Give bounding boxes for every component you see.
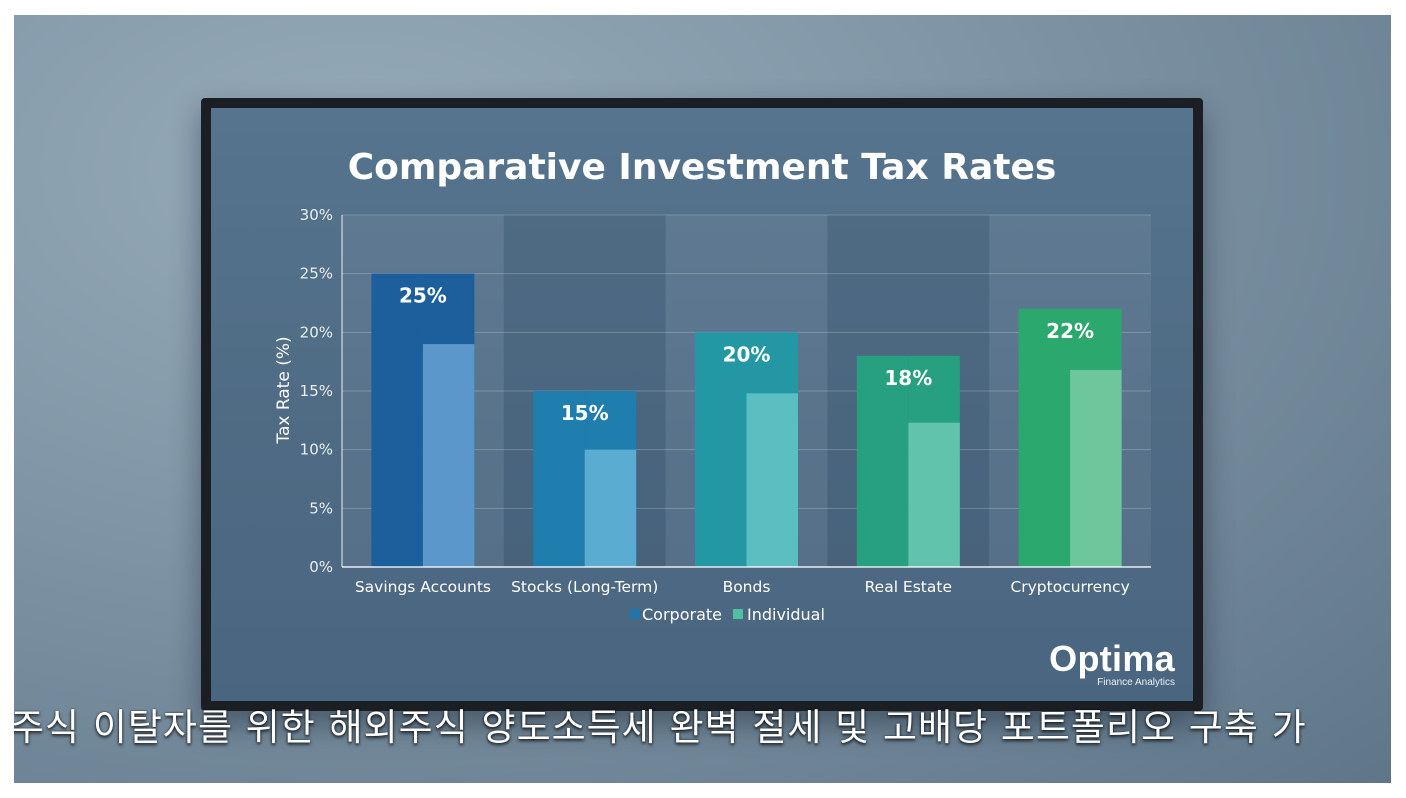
x-category-label: Bonds bbox=[723, 578, 771, 596]
legend-label-corporate: Corporate bbox=[642, 605, 722, 624]
brand-logo: Optima Finance Analytics bbox=[1049, 641, 1175, 689]
legend-swatch-corporate bbox=[630, 609, 640, 619]
brand-name: Optima bbox=[1049, 638, 1175, 679]
chart: Comparative Investment Tax Rates Tax Rat… bbox=[274, 147, 1151, 624]
data-label: 22% bbox=[1046, 319, 1094, 343]
video-caption: 주식 이탈자를 위한 해외주식 양도소득세 완벽 절세 및 고배당 포트폴리오 … bbox=[14, 706, 1307, 749]
x-category-label: Stocks (Long-Term) bbox=[511, 578, 658, 596]
legend: Corporate Individual bbox=[630, 605, 825, 624]
legend-label-individual: Individual bbox=[747, 605, 825, 624]
bar-individual bbox=[746, 393, 798, 567]
y-tick-label: 15% bbox=[300, 382, 333, 400]
y-tick-label: 5% bbox=[309, 499, 333, 517]
monitor-screen: Comparative Investment Tax Rates Tax Rat… bbox=[211, 108, 1193, 701]
x-category-label: Savings Accounts bbox=[355, 578, 491, 596]
bar-individual bbox=[584, 449, 637, 567]
data-label: 18% bbox=[884, 366, 932, 390]
bar-corporate bbox=[856, 355, 909, 567]
background-scene: Comparative Investment Tax Rates Tax Rat… bbox=[14, 15, 1391, 783]
y-tick-label: 30% bbox=[300, 206, 333, 224]
legend-swatch-individual bbox=[733, 609, 743, 619]
y-axis-title: Tax Rate (%) bbox=[274, 336, 294, 444]
y-tick-label: 0% bbox=[309, 558, 333, 576]
x-category-label: Real Estate bbox=[865, 578, 952, 596]
bar-individual bbox=[908, 422, 960, 567]
chart-title: Comparative Investment Tax Rates bbox=[348, 147, 1057, 188]
bar-individual bbox=[422, 344, 475, 567]
data-label: 20% bbox=[723, 342, 771, 366]
bar-corporate bbox=[695, 332, 747, 567]
data-label: 15% bbox=[561, 401, 609, 425]
bar-corporate bbox=[371, 273, 423, 567]
y-tick-label: 25% bbox=[300, 265, 333, 283]
bar-corporate bbox=[1018, 308, 1071, 567]
data-label: 25% bbox=[399, 284, 447, 308]
brand-tagline: Finance Analytics bbox=[1097, 677, 1175, 688]
bar-individual bbox=[1070, 369, 1122, 567]
x-category-label: Cryptocurrency bbox=[1010, 578, 1129, 596]
bar-corporate bbox=[533, 391, 585, 567]
y-tick-label: 20% bbox=[300, 323, 333, 341]
y-tick-label: 10% bbox=[300, 441, 333, 459]
monitor-frame: Comparative Investment Tax Rates Tax Rat… bbox=[201, 98, 1203, 711]
